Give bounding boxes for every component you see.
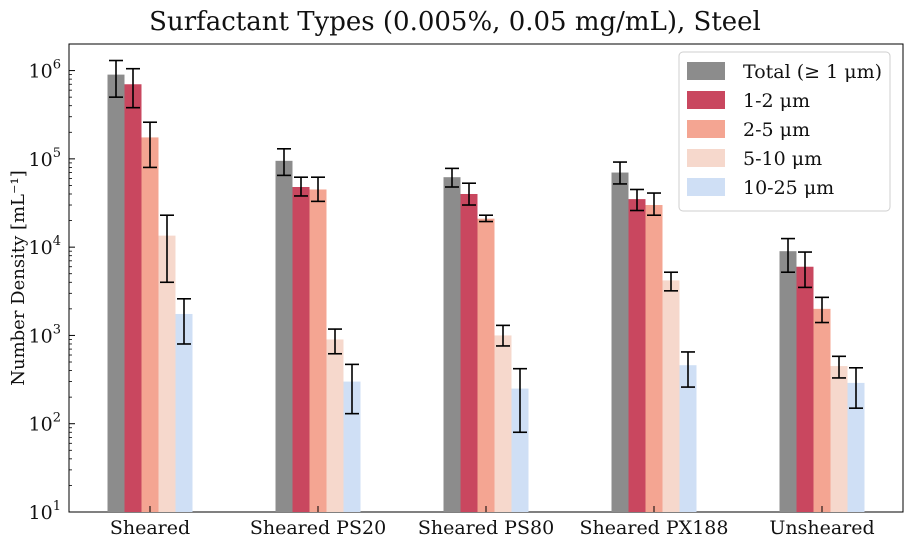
bar (611, 172, 629, 512)
bar (779, 251, 797, 513)
bar (494, 335, 512, 512)
y-tick-label: 101 (29, 499, 61, 524)
legend-swatch (687, 91, 725, 109)
bar (309, 189, 327, 513)
legend-label: Total (≥ 1 μm) (743, 61, 882, 83)
y-tick-label: 105 (29, 146, 61, 171)
chart-title: Surfactant Types (0.005%, 0.05 mg/mL), S… (149, 7, 761, 37)
legend-swatch (687, 62, 725, 80)
plot-area: 101 102 103 104 105 106 Sheared Sheared PS20 She… (29, 43, 904, 539)
bar (847, 382, 865, 512)
y-axis-label: Number Density [mL⁻¹] (8, 170, 29, 386)
bar (628, 199, 646, 512)
legend-box (678, 51, 891, 212)
legend-swatch (687, 120, 725, 138)
bar (460, 193, 478, 512)
x-tick-label: Sheared PS20 (250, 517, 386, 539)
y-tick-label: 104 (29, 234, 61, 259)
bar (511, 388, 529, 512)
bar (645, 205, 663, 512)
bar (275, 160, 293, 512)
bar (141, 137, 159, 512)
legend-swatch (687, 178, 725, 196)
bar (830, 366, 848, 512)
y-tick-label: 106 (29, 58, 61, 83)
y-tick-label: 102 (29, 411, 61, 436)
bar (796, 266, 814, 512)
bar (443, 177, 461, 512)
legend-label: 5-10 μm (743, 148, 822, 170)
x-tick-label: Unsheared (769, 517, 874, 539)
y-tick-label: 103 (29, 322, 61, 347)
bar (292, 187, 310, 512)
bar (813, 308, 831, 512)
legend: Total (≥ 1 μm) 1-2 μm 2-5 μm 5-10 μm 10-25 μ… (678, 51, 891, 212)
bar (175, 313, 193, 512)
x-tick-label: Sheared PS80 (418, 517, 554, 539)
x-tick-label: Sheared PX188 (580, 517, 729, 539)
legend-label: 1-2 μm (743, 90, 810, 112)
bar (107, 74, 125, 513)
legend-swatch (687, 149, 725, 167)
legend-label: 2-5 μm (743, 119, 810, 141)
bar (679, 365, 697, 512)
bar (124, 84, 142, 512)
legend-label: 10-25 μm (743, 177, 834, 199)
bar (477, 218, 495, 512)
bar (326, 339, 344, 512)
x-tick-label: Sheared (110, 517, 190, 539)
bar (158, 235, 176, 512)
bar (662, 280, 680, 512)
